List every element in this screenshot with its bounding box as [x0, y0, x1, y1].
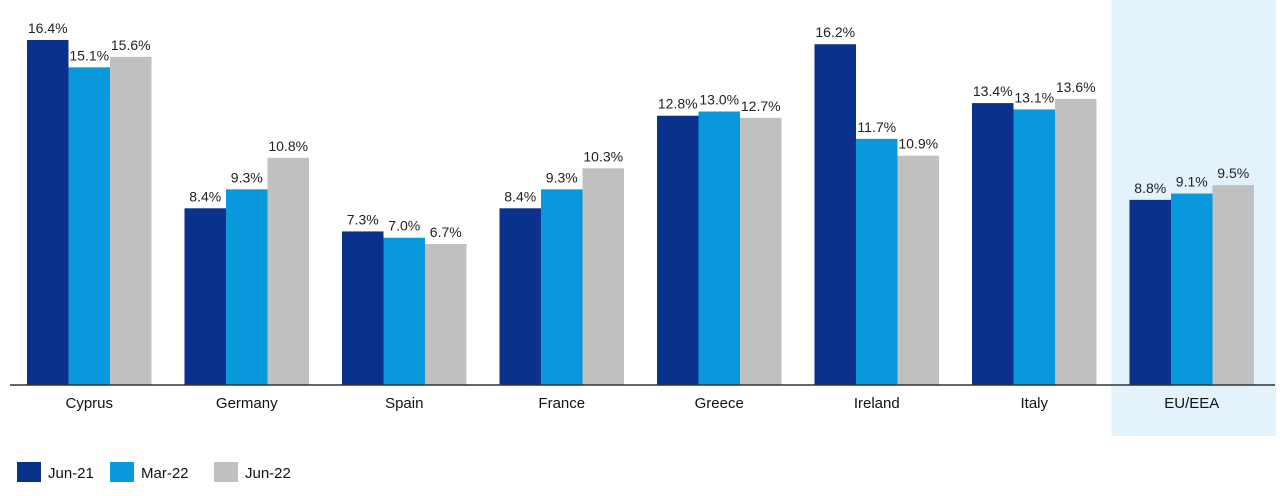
data-label-spain-mar-22: 7.0% — [388, 218, 420, 234]
bar-germany-jun-22 — [267, 157, 309, 385]
bar-eu-eea-mar-22 — [1171, 193, 1213, 385]
data-label-italy-jun-21: 13.4% — [973, 83, 1013, 99]
bar-italy-jun-21 — [972, 103, 1014, 386]
legend-swatch-jun-22 — [214, 462, 238, 482]
category-label-spain: Spain — [385, 395, 423, 412]
bar-germany-jun-21 — [184, 208, 226, 385]
data-label-ireland-jun-21: 16.2% — [815, 24, 855, 40]
data-label-france-jun-22: 10.3% — [583, 148, 623, 164]
data-label-france-mar-22: 9.3% — [546, 169, 578, 185]
data-label-greece-jun-22: 12.7% — [741, 98, 781, 114]
bar-germany-mar-22 — [226, 189, 268, 385]
data-label-greece-mar-22: 13.0% — [699, 92, 739, 108]
bar-greece-jun-22 — [740, 117, 782, 386]
bar-greece-jun-21 — [657, 115, 699, 386]
legend-label-jun-22: Jun-22 — [245, 465, 291, 482]
category-label-ireland: Ireland — [854, 395, 900, 412]
bar-spain-jun-22 — [425, 244, 467, 385]
data-label-eu-eea-jun-22: 9.5% — [1217, 165, 1249, 181]
data-label-cyprus-mar-22: 15.1% — [69, 47, 109, 63]
bar-greece-mar-22 — [698, 111, 740, 386]
legend-swatch-mar-22 — [110, 462, 134, 482]
legend-label-jun-21: Jun-21 — [48, 465, 94, 482]
bar-italy-mar-22 — [1013, 109, 1055, 386]
category-label-italy: Italy — [1020, 395, 1048, 412]
data-label-ireland-mar-22: 11.7% — [857, 119, 896, 135]
data-label-eu-eea-jun-21: 8.8% — [1134, 180, 1166, 196]
bar-cyprus-jun-22 — [110, 56, 152, 385]
bar-eu-eea-jun-21 — [1129, 199, 1171, 385]
category-label-eu-eea: EU/EEA — [1164, 395, 1219, 412]
bar-eu-eea-jun-22 — [1212, 185, 1254, 385]
data-label-france-jun-21: 8.4% — [504, 188, 536, 204]
data-label-cyprus-jun-21: 16.4% — [28, 20, 68, 36]
data-label-greece-jun-21: 12.8% — [658, 96, 698, 112]
category-label-france: France — [538, 395, 585, 412]
category-label-germany: Germany — [216, 395, 278, 412]
data-label-germany-jun-22: 10.8% — [268, 138, 308, 154]
bar-spain-mar-22 — [383, 237, 425, 385]
data-label-spain-jun-21: 7.3% — [347, 211, 379, 227]
bar-france-jun-21 — [499, 208, 541, 385]
data-label-cyprus-jun-22: 15.6% — [111, 37, 151, 53]
data-label-spain-jun-22: 6.7% — [430, 224, 462, 240]
category-label-cyprus: Cyprus — [65, 395, 113, 412]
legend-swatch-jun-21 — [17, 462, 41, 482]
bar-france-mar-22 — [541, 189, 583, 385]
bar-cyprus-jun-21 — [27, 40, 69, 385]
legend-label-mar-22: Mar-22 — [141, 465, 189, 482]
bar-ireland-jun-22 — [897, 155, 939, 385]
bar-cyprus-mar-22 — [68, 67, 110, 385]
bar-italy-jun-22 — [1055, 98, 1097, 385]
data-label-italy-jun-22: 13.6% — [1056, 79, 1096, 95]
data-label-eu-eea-mar-22: 9.1% — [1176, 174, 1208, 190]
data-label-ireland-jun-22: 10.9% — [898, 136, 938, 152]
data-label-italy-mar-22: 13.1% — [1014, 89, 1054, 105]
category-label-greece: Greece — [695, 395, 744, 412]
data-label-germany-jun-21: 8.4% — [189, 188, 221, 204]
bar-ireland-mar-22 — [856, 138, 898, 385]
bar-spain-jun-21 — [342, 231, 384, 385]
data-label-germany-mar-22: 9.3% — [231, 169, 263, 185]
bar-ireland-jun-21 — [814, 44, 856, 386]
bar-france-jun-22 — [582, 168, 624, 385]
